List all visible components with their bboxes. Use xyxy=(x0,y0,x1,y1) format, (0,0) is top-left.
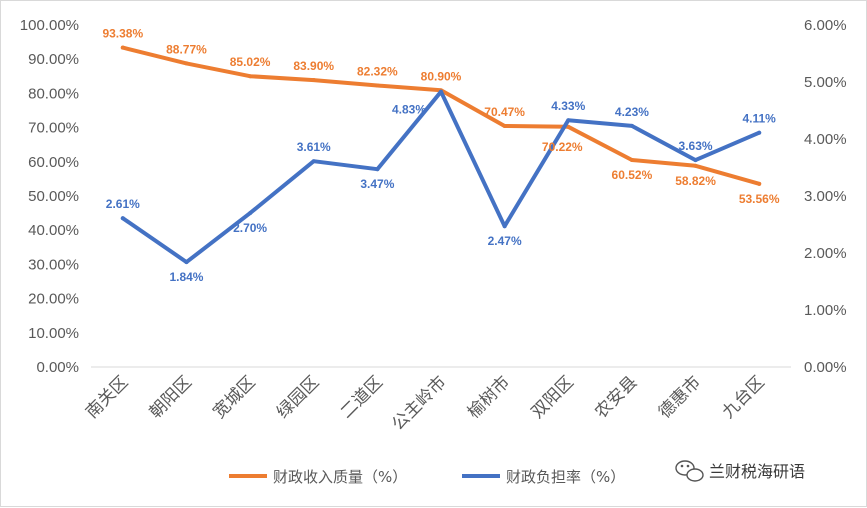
data-label-revenue-quality: 93.38% xyxy=(102,27,143,41)
series-layer xyxy=(120,45,762,265)
left-axis: 0.00% 10.00% 20.00% 30.00% 40.00% 50.00% 60.00… xyxy=(20,17,79,376)
left-tick-label: 0.00% xyxy=(36,359,79,376)
category-label: 榆树市 xyxy=(464,372,514,422)
right-tick-label: 3.00% xyxy=(804,188,847,205)
data-label-burden-rate: 2.61% xyxy=(106,197,140,211)
data-label-revenue-quality: 70.22% xyxy=(542,140,583,154)
left-tick-label: 50.00% xyxy=(28,188,79,205)
right-tick-label: 2.00% xyxy=(804,245,847,262)
wechat-icon xyxy=(675,460,704,482)
point-burden-rate xyxy=(375,167,380,172)
point-revenue-quality xyxy=(757,181,762,186)
right-tick-label: 4.00% xyxy=(804,131,847,148)
point-burden-rate xyxy=(248,211,253,216)
legend-label-burden-rate: 财政负担率（%） xyxy=(506,468,625,486)
data-label-revenue-quality: 82.32% xyxy=(357,64,398,78)
point-burden-rate xyxy=(439,89,443,94)
data-label-burden-rate: 2.70% xyxy=(233,221,267,235)
point-revenue-quality xyxy=(375,83,380,88)
point-burden-rate xyxy=(184,260,189,265)
left-tick-label: 90.00% xyxy=(28,51,79,68)
legend: 财政收入质量（%） 财政负担率（%） xyxy=(229,468,625,486)
right-tick-label: 5.00% xyxy=(804,74,847,91)
point-burden-rate xyxy=(120,216,125,221)
data-label-burden-rate: 1.84% xyxy=(169,270,203,284)
category-label: 九台区 xyxy=(719,372,769,422)
category-label: 农安县 xyxy=(591,372,641,422)
category-label: 二道区 xyxy=(337,372,387,422)
data-label-burden-rate: 4.23% xyxy=(615,105,649,119)
left-tick-label: 100.00% xyxy=(20,17,79,34)
point-revenue-quality xyxy=(184,61,189,66)
point-revenue-quality xyxy=(566,124,571,129)
point-burden-rate xyxy=(502,224,507,229)
point-burden-rate xyxy=(566,118,571,123)
watermark-text: 兰财税海研语 xyxy=(709,462,805,481)
left-tick-label: 80.00% xyxy=(28,85,79,102)
data-label-burden-rate: 2.47% xyxy=(488,234,522,248)
category-label: 绿园区 xyxy=(273,372,323,422)
data-label-burden-rate: 3.63% xyxy=(679,139,713,153)
data-label-burden-rate: 4.11% xyxy=(742,112,776,126)
right-tick-label: 6.00% xyxy=(804,17,847,34)
data-label-revenue-quality: 88.77% xyxy=(166,42,207,56)
data-label-burden-rate: 4.83% xyxy=(392,103,426,117)
left-tick-label: 70.00% xyxy=(28,120,79,137)
data-label-revenue-quality: 80.90% xyxy=(421,69,462,83)
right-axis: 0.00% 1.00% 2.00% 3.00% 4.00% 5.00% 6.00% xyxy=(804,17,847,376)
left-tick-label: 10.00% xyxy=(28,325,79,342)
point-revenue-quality xyxy=(629,158,634,163)
data-label-revenue-quality: 53.56% xyxy=(739,192,780,206)
data-label-revenue-quality: 70.47% xyxy=(484,105,525,119)
category-label: 公主岭市 xyxy=(388,372,450,434)
point-revenue-quality xyxy=(502,123,507,128)
watermark: 兰财税海研语 xyxy=(675,460,805,482)
point-burden-rate xyxy=(757,130,762,135)
x-axis: 南关区 朝阳区 宽城区 绿园区 二道区 公主岭市 榆树市 双阳区 农安县 德惠市 九台区 xyxy=(82,366,791,435)
category-label: 朝阳区 xyxy=(146,372,196,422)
left-tick-label: 60.00% xyxy=(28,154,79,171)
point-revenue-quality xyxy=(311,78,316,83)
category-label: 南关区 xyxy=(82,372,132,422)
series-line-burden-rate xyxy=(120,89,762,265)
point-revenue-quality xyxy=(248,74,253,79)
point-revenue-quality xyxy=(120,45,125,50)
left-tick-label: 20.00% xyxy=(28,291,79,308)
right-tick-label: 1.00% xyxy=(804,302,847,319)
data-label-revenue-quality: 60.52% xyxy=(612,168,653,182)
data-label-burden-rate: 3.47% xyxy=(360,177,394,191)
legend-label-revenue-quality: 财政收入质量（%） xyxy=(273,468,407,486)
left-tick-label: 30.00% xyxy=(28,256,79,273)
category-label: 德惠市 xyxy=(655,372,705,422)
point-burden-rate xyxy=(629,123,634,128)
point-revenue-quality xyxy=(693,163,698,168)
category-label: 宽城区 xyxy=(209,372,259,422)
right-tick-label: 0.00% xyxy=(804,359,847,376)
data-label-revenue-quality: 83.90% xyxy=(293,59,334,73)
data-label-burden-rate: 3.61% xyxy=(297,140,331,154)
data-label-revenue-quality: 85.02% xyxy=(230,55,271,69)
data-label-layer: 93.38% 88.77% 85.02% 83.90% 82.32% 80.90% 70.4… xyxy=(102,27,779,284)
category-label: 双阳区 xyxy=(528,372,578,422)
left-tick-label: 40.00% xyxy=(28,222,79,239)
point-burden-rate xyxy=(311,159,316,164)
point-burden-rate xyxy=(693,158,698,163)
data-label-revenue-quality: 58.82% xyxy=(675,174,716,188)
series-line-revenue-quality xyxy=(120,45,762,186)
data-label-burden-rate: 4.33% xyxy=(551,99,585,113)
